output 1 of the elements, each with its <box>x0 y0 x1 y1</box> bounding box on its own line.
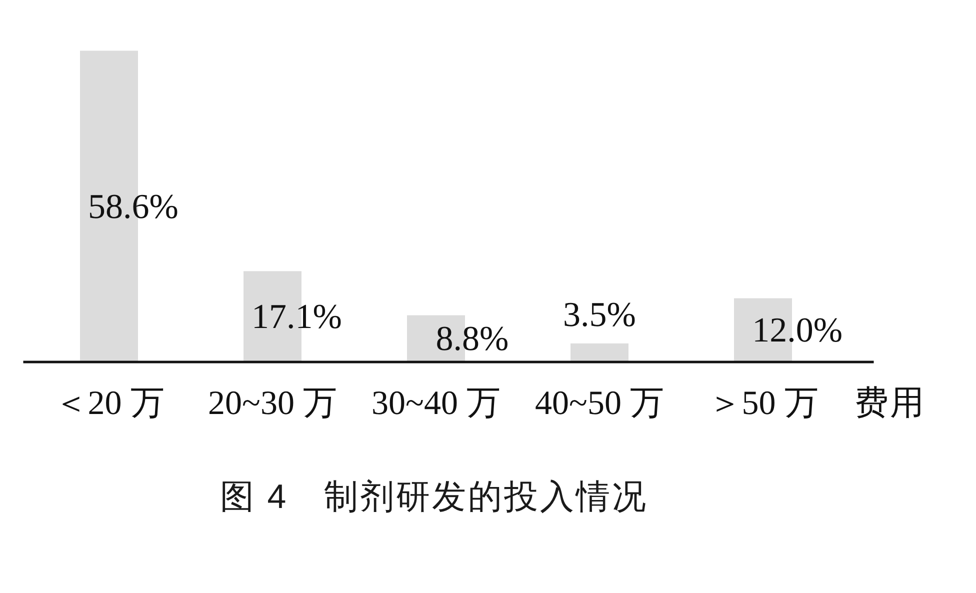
title: 图 4 制剂研发的投入情况 <box>220 478 648 516</box>
